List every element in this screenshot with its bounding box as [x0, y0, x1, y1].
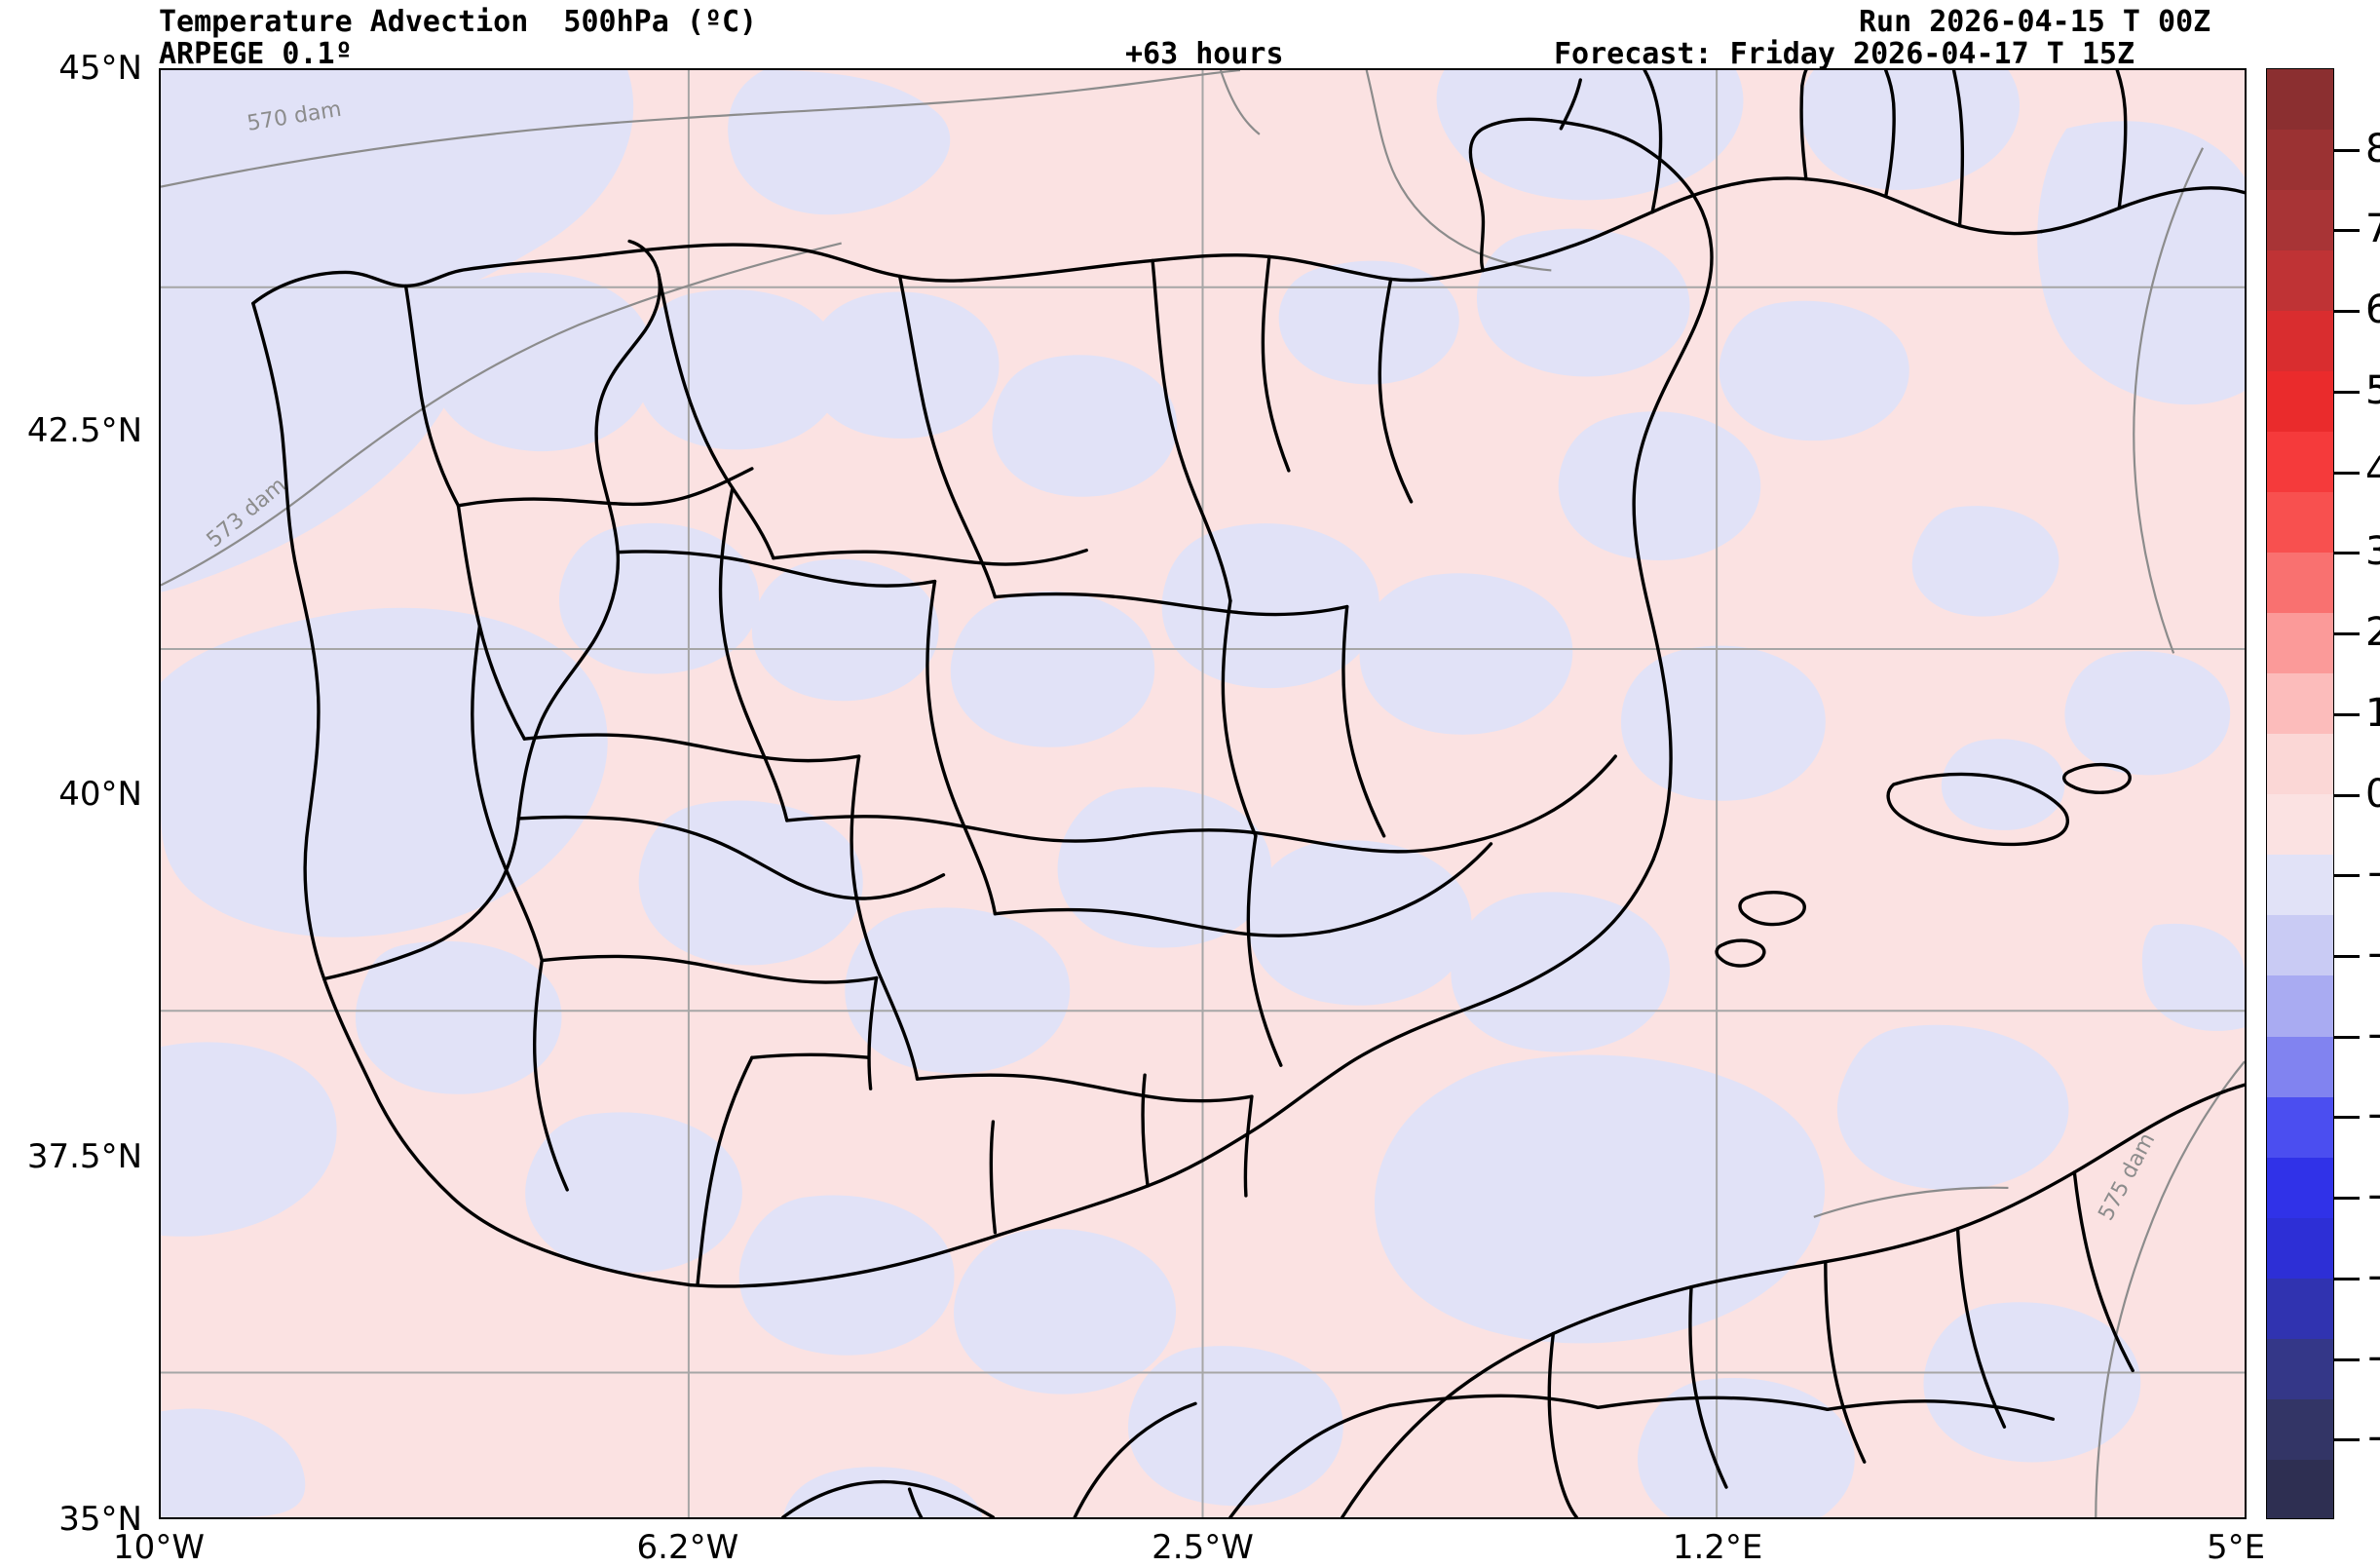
map-canvas: 570 dam 573 dam 575 dam: [161, 70, 2245, 1517]
colorbar-segment: [2267, 1096, 2333, 1158]
colorbar-tick: [2334, 1277, 2360, 1280]
colorbar-tick-label: 5: [2365, 367, 2380, 413]
colorbar-segment: [2267, 1278, 2333, 1339]
geopotential-contours: [161, 70, 2245, 1517]
colorbar-tick-label: 7: [2365, 207, 2380, 252]
colorbar-tick: [2334, 229, 2360, 233]
colorbar-tick: [2334, 552, 2360, 555]
colorbar-tick: [2334, 874, 2360, 878]
graticule-lines: [161, 70, 2245, 1517]
colorbar-tick-label: 6: [2365, 287, 2380, 333]
colorbar-tick-label: 0: [2365, 771, 2380, 817]
y-tick-label-45n: 45°N: [58, 49, 142, 88]
x-tick-label-6p2w: 6.2°W: [636, 1528, 739, 1567]
colorbar-tick: [2334, 632, 2360, 636]
colorbar-segment: [2267, 734, 2333, 795]
map-plot-area[interactable]: 570 dam 573 dam 575 dam: [159, 68, 2247, 1519]
y-tick-label-37p5n: 37.5°N: [26, 1136, 142, 1176]
forecast-hours-label: +63 hours: [1125, 37, 1284, 71]
run-time-label: Run 2026-04-15 T 00Z: [1859, 5, 2211, 39]
colorbar-tick: [2334, 1438, 2360, 1442]
colorbar-segment: [2267, 975, 2333, 1037]
colorbar-segment: [2267, 1157, 2333, 1218]
colorbar-tick-label: 8: [2365, 126, 2380, 172]
colorbar-tick-label: −7: [2365, 1336, 2380, 1381]
colorbar-tick-label: −8: [2365, 1416, 2380, 1461]
colorbar-segment: [2267, 492, 2333, 554]
colorbar[interactable]: [2266, 68, 2334, 1519]
colorbar-segment: [2267, 69, 2333, 131]
colorbar-tick: [2334, 1197, 2360, 1201]
colorbar-segment: [2267, 432, 2333, 493]
colorbar-segment: [2267, 311, 2333, 372]
colorbar-segment: [2267, 794, 2333, 856]
colorbar-tick: [2334, 390, 2360, 394]
colorbar-segment: [2267, 855, 2333, 916]
colorbar-tick-label: 1: [2365, 690, 2380, 736]
colorbar-tick: [2334, 712, 2360, 716]
x-tick-label-5e: 5°E: [2206, 1528, 2266, 1567]
colorbar-tick-label: −4: [2365, 1093, 2380, 1138]
colorbar-tick: [2334, 1357, 2360, 1361]
colorbar-segment: [2267, 1036, 2333, 1097]
colorbar-tick: [2334, 793, 2360, 797]
colorbar-segment: [2267, 1459, 2333, 1518]
colorbar-segment: [2267, 1217, 2333, 1279]
colorbar-segment: [2267, 613, 2333, 674]
x-tick-label-10w: 10°W: [113, 1528, 205, 1567]
colorbar-segment: [2267, 1398, 2333, 1460]
colorbar-segment: [2267, 1338, 2333, 1399]
coastline-and-borders: [251, 70, 2245, 1517]
colorbar-segment: [2267, 190, 2333, 251]
colorbar-tick-label: −1: [2365, 852, 2380, 897]
colorbar-tick-label: −3: [2365, 1013, 2380, 1058]
colorbar-tick: [2334, 310, 2360, 314]
y-tick-label-35n: 35°N: [58, 1500, 142, 1539]
x-tick-label-2p5w: 2.5°W: [1152, 1528, 1254, 1567]
colorbar-tick: [2334, 1116, 2360, 1120]
colorbar-tick-label: −5: [2365, 1174, 2380, 1219]
colorbar-segment: [2267, 130, 2333, 191]
y-tick-label-40n: 40°N: [58, 774, 142, 814]
x-tick-label-1p2e: 1.2°E: [1672, 1528, 1763, 1567]
colorbar-tick-label: 4: [2365, 448, 2380, 494]
model-label: ARPEGE 0.1º: [159, 37, 353, 71]
colorbar-tick: [2334, 471, 2360, 475]
colorbar-tick: [2334, 954, 2360, 958]
colorbar-tick-label: −6: [2365, 1255, 2380, 1300]
colorbar-tick: [2334, 1035, 2360, 1039]
chart-title: Temperature Advection 500hPa (ºC): [159, 5, 758, 39]
colorbar-segment: [2267, 915, 2333, 976]
colorbar-segment: [2267, 673, 2333, 735]
colorbar-tick-label: 2: [2365, 610, 2380, 656]
colorbar-tick: [2334, 148, 2360, 152]
y-tick-label-42p5n: 42.5°N: [26, 411, 142, 451]
colorbar-segment: [2267, 553, 2333, 614]
colorbar-segment: [2267, 371, 2333, 433]
forecast-time-label: Forecast: Friday 2026-04-17 T 15Z: [1554, 37, 2135, 71]
colorbar-tick-label: −2: [2365, 933, 2380, 977]
colorbar-tick-label: 3: [2365, 529, 2380, 575]
colorbar-segment: [2267, 250, 2333, 312]
